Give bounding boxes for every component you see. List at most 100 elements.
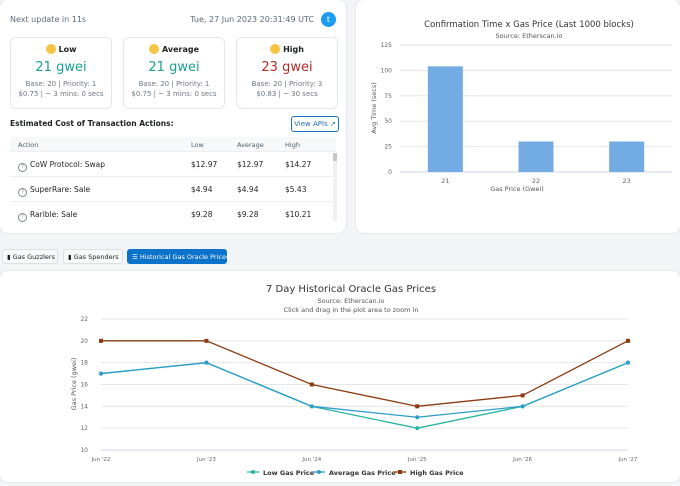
help-icon[interactable]: ? — [18, 213, 27, 222]
confirmation-chart-card: Confirmation Time x Gas Price (Last 1000… — [356, 0, 680, 233]
view-apis-button[interactable]: View APIs ↗ — [291, 116, 339, 132]
cost-high: $10.21 — [285, 210, 312, 219]
estimate-table: Action Low Average High ? CoW Protocol: S… — [10, 137, 336, 226]
y-axis-label: Avg Time (secs) — [370, 82, 378, 134]
line-chart[interactable]: 7 Day Historical Oracle Gas Prices Sourc… — [0, 271, 680, 482]
smile-icon — [45, 44, 56, 54]
help-icon[interactable]: ? — [18, 163, 27, 172]
tab-gas-spenders[interactable]: ▮ Gas Spenders — [63, 249, 123, 264]
average-price-point — [626, 360, 630, 365]
average-price-point — [309, 404, 314, 409]
bar — [609, 141, 645, 172]
column-header: Average — [237, 141, 264, 149]
list-icon: ☰ — [132, 253, 138, 261]
x-tick-label: 23 — [623, 177, 631, 185]
high-price-line — [101, 340, 629, 407]
table-scrollbar[interactable] — [333, 153, 337, 221]
legend-marker — [398, 470, 402, 474]
tab-gas-guzzlers[interactable]: ▮ Gas Guzzlers — [2, 249, 58, 264]
high-price-point — [626, 338, 630, 343]
y-tick-label: 50 — [384, 118, 392, 125]
flame-icon: ▮ — [7, 253, 11, 261]
legend-label: Average Gas Price — [329, 469, 396, 477]
x-tick-label: Jun '25 — [407, 457, 427, 463]
bar — [518, 141, 554, 172]
twitter-icon[interactable]: t — [321, 12, 336, 27]
high-price-point — [520, 393, 525, 398]
legend-label: High Gas Price — [410, 469, 464, 477]
legend-marker — [251, 470, 255, 474]
y-tick-label: 125 — [381, 42, 393, 49]
tab-historical-gas-oracle-prices[interactable]: ☰ Historical Gas Oracle Prices — [127, 249, 229, 264]
gas-label: Low — [11, 44, 111, 54]
gas-cost: $0.75 | ~ 3 mins: 0 secs — [18, 90, 104, 98]
legend-marker — [317, 470, 321, 474]
top-bar: Next update in 11s Tue, 27 Jun 2023 20:3… — [10, 10, 336, 30]
fuel-icon: ▮ — [68, 253, 72, 261]
scrollbar-thumb[interactable] — [333, 153, 337, 161]
high-price-point — [415, 404, 420, 409]
help-icon[interactable]: ? — [18, 188, 27, 197]
gas-base: Base: 20 | Priority: 1 — [25, 80, 97, 88]
y-tick-label: 25 — [384, 144, 392, 151]
average-price-point — [99, 371, 103, 376]
y-axis-label: Gas Price (gwei) — [70, 358, 78, 411]
action-name: SuperRare: Sale — [30, 185, 91, 194]
next-update-text: Next update in 11s — [10, 15, 87, 24]
y-tick-label: 10 — [80, 447, 88, 454]
chart-title: 7 Day Historical Oracle Gas Prices — [266, 284, 436, 295]
cost-high: $5.43 — [285, 185, 307, 194]
gas-base: Base: 20 | Priority: 1 — [138, 80, 210, 88]
chart-subtitle: Source: Etherscan.io — [318, 297, 385, 305]
y-tick-label: 20 — [80, 338, 88, 345]
column-header: Action — [18, 141, 39, 149]
high-price-point — [204, 338, 209, 343]
high-price-point — [99, 338, 103, 343]
y-tick-label: 18 — [80, 360, 88, 367]
gas-card-average: Average 21 gwei Base: 20 | Priority: 1 $… — [123, 37, 225, 109]
cost-average: $9.28 — [237, 210, 259, 219]
cost-low: $9.28 — [191, 210, 213, 219]
historical-chart-card: 7 Day Historical Oracle Gas Prices Sourc… — [0, 271, 680, 482]
cost-average: $4.94 — [237, 185, 259, 194]
gas-tracker-card: Next update in 11s Tue, 27 Jun 2023 20:3… — [0, 0, 346, 233]
x-tick-label: Jun '24 — [301, 457, 321, 463]
average-price-point — [520, 404, 525, 409]
x-tick-label: Jun '27 — [618, 457, 638, 463]
chart-instruction: Click and drag in the plot area to zoom … — [284, 306, 419, 314]
estimate-title: Estimated Cost of Transaction Actions: — [10, 119, 174, 128]
y-tick-label: 16 — [80, 382, 88, 389]
table-row: ? CoW Protocol: Swap $12.97 $12.97 $14.27 — [10, 151, 336, 176]
gas-label: Average — [124, 44, 224, 54]
x-tick-label: 21 — [441, 177, 449, 185]
table-row: ? SuperRare: Sale $4.94 $4.94 $5.43 — [10, 176, 336, 201]
bar — [427, 66, 463, 172]
y-tick-label: 100 — [381, 67, 393, 74]
y-tick-label: 75 — [384, 93, 392, 100]
chart-title: Confirmation Time x Gas Price (Last 1000… — [424, 20, 634, 30]
chart-subtitle: Source: Etherscan.io — [496, 32, 563, 40]
bar-chart[interactable]: Confirmation Time x Gas Price (Last 1000… — [356, 0, 680, 233]
smile-icon — [148, 44, 159, 54]
x-tick-label: Jun '23 — [196, 457, 216, 463]
cost-low: $4.94 — [191, 185, 213, 194]
gas-price: 23 gwei — [261, 60, 313, 75]
cost-low: $12.97 — [191, 160, 218, 169]
high-price-point — [309, 382, 314, 387]
cost-high: $14.27 — [285, 160, 312, 169]
x-tick-label: Jun '26 — [512, 457, 532, 463]
gas-price: 21 gwei — [35, 60, 87, 75]
column-header: High — [285, 141, 300, 149]
gas-cost: $0.83 | ~ 30 secs — [256, 90, 318, 98]
legend-label: Low Gas Price — [263, 469, 315, 477]
action-name: Rarible: Sale — [30, 210, 78, 219]
table-header: Action Low Average High — [10, 137, 336, 151]
average-price-line — [100, 362, 629, 418]
average-price-point — [415, 415, 420, 420]
gas-card-low: Low 21 gwei Base: 20 | Priority: 1 $0.75… — [10, 37, 112, 109]
x-tick-label: 22 — [532, 177, 540, 185]
action-name: CoW Protocol: Swap — [30, 160, 106, 169]
timestamp: Tue, 27 Jun 2023 20:31:49 UTC — [190, 15, 314, 24]
gas-card-high: High 23 gwei Base: 20 | Priority: 3 $0.8… — [236, 37, 338, 109]
average-price-point — [204, 360, 209, 365]
